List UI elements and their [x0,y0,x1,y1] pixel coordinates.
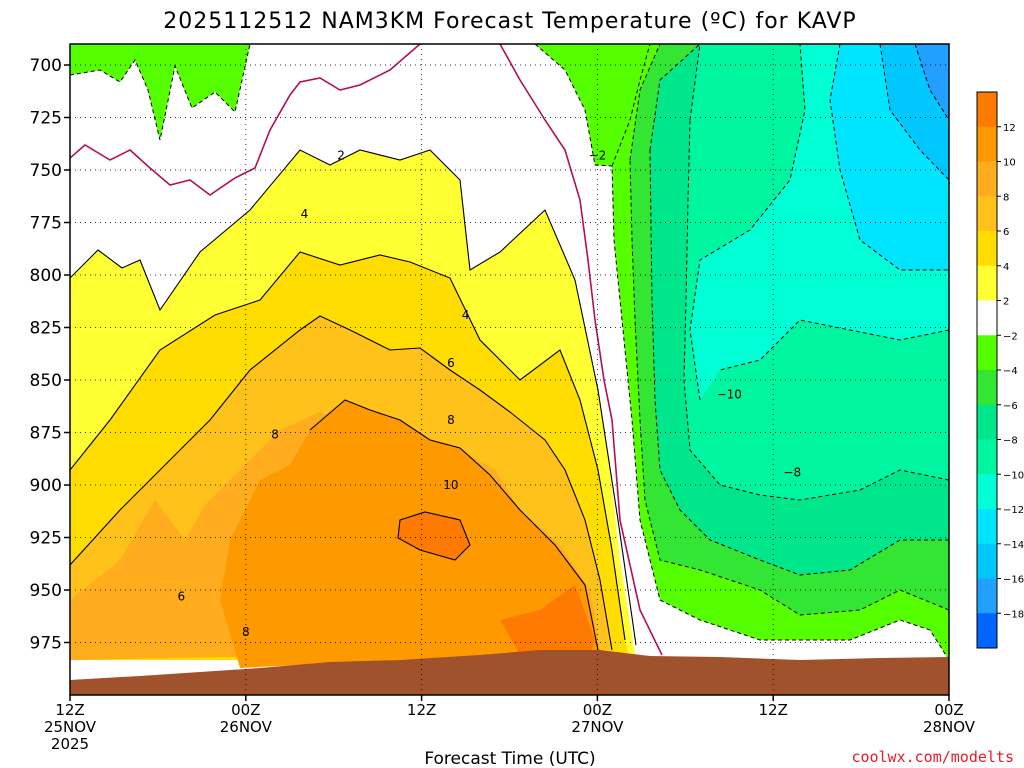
x-tick-label: 28NOV [923,718,976,736]
colorbar-swatch [977,404,997,440]
x-tick-label: 26NOV [220,718,273,736]
x-tick-label: 12Z [759,701,788,719]
contour-label: 10 [443,478,458,492]
colorbar-label: −16 [1003,575,1024,586]
contour-label: 4 [462,308,470,322]
contour-region-warm-core [398,512,470,560]
colorbar-label: 4 [1003,262,1009,273]
contour-label: −2 [589,148,607,162]
colorbar-swatch [977,543,997,579]
contour-label: 6 [178,589,186,603]
colorbar-label: −4 [1003,366,1018,377]
colorbar-swatch [977,300,997,336]
colorbar-swatch [977,92,997,128]
contour-label: 2 [337,148,345,162]
colorbar-label: 12 [1003,123,1016,134]
x-tick-label: 12Z [407,701,436,719]
colorbar-swatch [977,439,997,475]
colorbar-label: −18 [1003,609,1024,620]
grid [70,44,949,695]
y-tick-label: 950 [30,581,62,601]
colorbar-label: −14 [1003,540,1024,551]
plot-area [70,44,949,695]
contour-region-warm-core-2 [500,585,595,655]
colorbar-label: −8 [1003,436,1018,447]
colorbar: 12 10 8 6 4 2 −2 −4 −6 −8 −10 −12 −14 −16 −18 [976,91,1024,649]
plot-frame [69,43,950,696]
colorbar-swatch [977,265,997,301]
colorbar-label: 8 [1003,192,1009,203]
colorbar-swatch [977,196,997,232]
y-tick-label: 900 [30,476,62,496]
colorbar-label: −6 [1003,401,1018,412]
contour-region-cold-minus16 [915,44,949,120]
x-tick-label: 27NOV [571,718,624,736]
colorbar-label: 6 [1003,227,1009,238]
ground-terrain [70,650,949,695]
contour-label: 8 [242,625,250,639]
colorbar-swatch [977,613,997,649]
x-tick-label: 12Z [55,701,84,719]
colorbar-swatch [977,578,997,614]
chart-title: 2025112512 NAM3KM Forecast Temperature (… [163,9,856,34]
contour-label: −8 [783,465,801,479]
contour-region-minus2-top [535,44,940,166]
y-tick-label: 725 [30,109,62,129]
colorbar-swatch [977,231,997,267]
colorbar-swatch [977,370,997,406]
y-tick-label: 925 [30,529,62,549]
y-tick-label: 875 [30,424,62,444]
contour-label: 8 [271,428,279,442]
colorbar-label: 10 [1003,158,1016,169]
y-tick-label: 825 [30,319,62,339]
contour-label: 8 [447,413,455,427]
colorbar-swatch [977,509,997,545]
colorbar-swatch [977,474,997,510]
colorbar-swatch [977,126,997,162]
x-axis-label: Forecast Time (UTC) [424,749,595,768]
colorbar-label: −12 [1003,505,1024,516]
contour-lines-dashed [70,44,949,661]
colorbar-label: 2 [1003,297,1009,308]
y-tick-label: 700 [30,56,62,76]
contour-label: 4 [301,207,309,221]
y-tick-label: 775 [30,214,62,234]
y-tick-label: 975 [30,634,62,654]
y-tick-label: 800 [30,266,62,286]
contour-label: −10 [717,388,742,402]
y-tick-label: 750 [30,161,62,181]
freezing-line [70,44,663,656]
x-tick-label: 25NOV [44,718,97,736]
y-tick-label: 850 [30,371,62,391]
contour-labels: 2 4 4 6 8 10 8 6 8 −2 −10 −8 [178,148,802,639]
colorbar-swatch [977,161,997,197]
contour-lines [70,149,637,651]
x-tick-label: 00Z [583,701,612,719]
colorbar-label: −2 [1003,331,1018,342]
x-tick-label: 2025 [51,735,89,753]
contour-region-minus2-left [70,44,250,140]
x-tick-label: 00Z [231,701,260,719]
y-axis: 700 725 750 775 800 825 850 875 900 925 950 975 [30,56,70,654]
colorbar-swatch [977,335,997,371]
credit-text: coolwx.com/modelts [851,748,1014,766]
contour-label: 6 [447,356,455,370]
colorbar-label: −10 [1003,470,1024,481]
x-tick-label: 00Z [934,701,963,719]
